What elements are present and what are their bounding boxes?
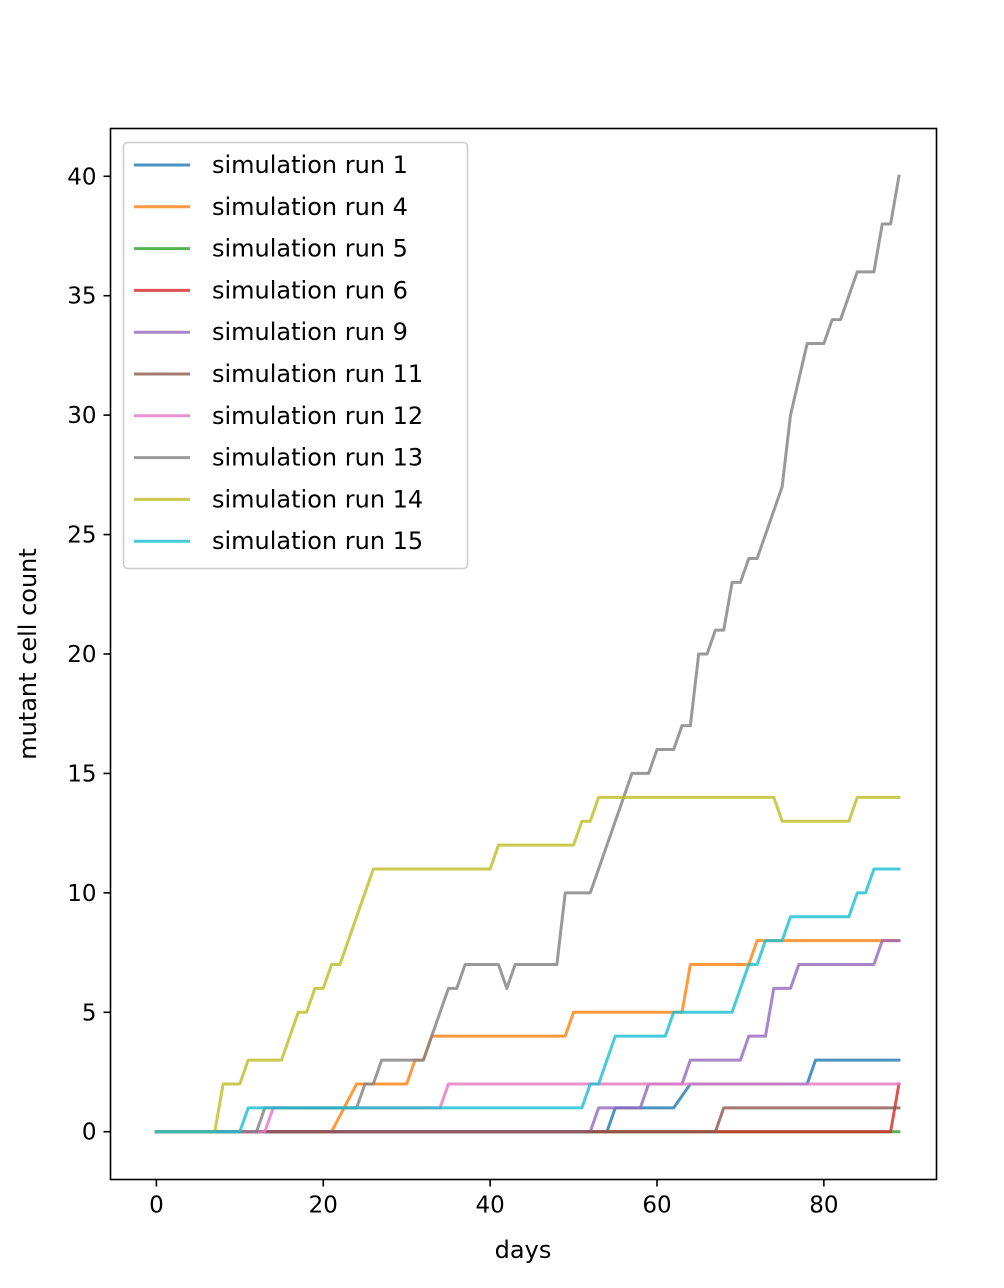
legend-box (122, 141, 469, 570)
y-tick-label-7: 35 (67, 284, 96, 310)
y-tick-label-1: 5 (82, 1000, 97, 1026)
series-line-5 (154, 939, 901, 1134)
series-line-1 (154, 1058, 901, 1134)
legend-label-8: simulation run 13 (212, 444, 423, 472)
legend-label-9: simulation run 14 (212, 485, 423, 513)
x-tick-label-1: 20 (309, 1193, 338, 1219)
series-line-9 (154, 795, 901, 1134)
x-tick-label-2: 40 (475, 1193, 504, 1219)
legend-label-7: simulation run 12 (212, 402, 423, 430)
legend-label-1: simulation run 1 (212, 151, 408, 179)
legend-label-2: simulation run 4 (212, 193, 408, 221)
legend-label-3: simulation run 5 (212, 235, 408, 263)
y-tick-label-8: 40 (67, 164, 96, 190)
y-tick-label-4: 20 (67, 642, 96, 668)
y-tick-label-5: 25 (67, 523, 96, 549)
legend-label-5: simulation run 9 (212, 318, 408, 346)
series-line-8 (154, 174, 901, 1134)
x-tick-label-4: 80 (809, 1193, 838, 1219)
legend-label-6: simulation run 11 (212, 360, 423, 388)
y-axis-label: mutant cell count (14, 548, 42, 760)
x-tick-label-3: 60 (642, 1193, 671, 1219)
series-line-10 (154, 867, 901, 1134)
y-tick-label-6: 30 (67, 403, 96, 429)
legend-label-10: simulation run 15 (212, 527, 423, 555)
y-tick-label-2: 10 (67, 881, 96, 907)
y-axis: 0 5 10 15 20 25 30 35 40 (67, 164, 111, 1146)
x-axis-label: days (495, 1236, 552, 1264)
series-line-6 (154, 1106, 901, 1134)
legend: simulation run 1 simulation run 4 simulati… (122, 141, 469, 570)
y-tick-label-0: 0 (82, 1120, 97, 1146)
legend-label-4: simulation run 6 (212, 276, 408, 304)
x-tick-label-0: 0 (149, 1193, 164, 1219)
y-tick-label-3: 15 (67, 761, 96, 787)
x-axis: 0 20 40 60 80 (149, 1179, 839, 1219)
series-layer (154, 174, 901, 1134)
